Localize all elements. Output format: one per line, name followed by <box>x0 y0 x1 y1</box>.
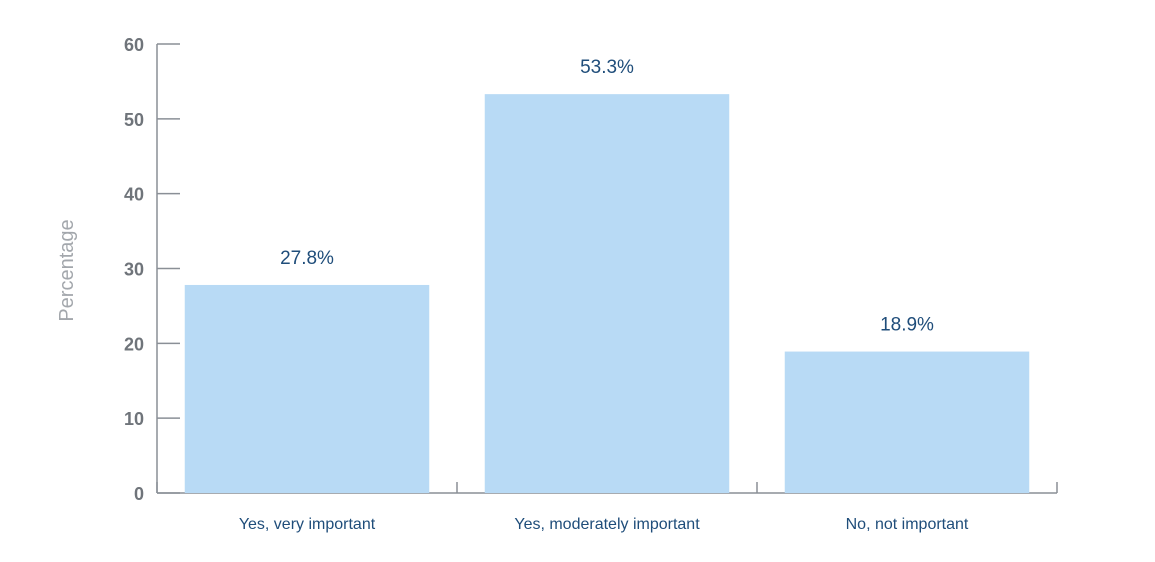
x-category-label: Yes, moderately important <box>514 516 700 533</box>
y-tick-label: 30 <box>124 260 144 280</box>
y-tick-label: 0 <box>134 484 144 504</box>
y-tick-label: 50 <box>124 110 144 130</box>
y-tick-label: 60 <box>124 35 144 55</box>
x-category-label: No, not important <box>846 516 969 533</box>
bar <box>184 284 430 493</box>
y-axis-title: Percentage <box>56 219 78 321</box>
bar-value-label: 27.8% <box>280 248 334 269</box>
bar <box>484 94 730 493</box>
y-tick-label: 10 <box>124 409 144 429</box>
y-tick-label: 20 <box>124 334 144 354</box>
bar-value-label: 18.9% <box>880 315 934 336</box>
x-category-label: Yes, very important <box>239 516 376 533</box>
bars: 27.8% 53.3% 18.9% <box>184 57 1030 493</box>
bar-value-label: 53.3% <box>580 57 634 78</box>
bar <box>784 351 1030 493</box>
y-tick-label: 40 <box>124 185 144 205</box>
y-axis: 0 10 20 30 40 50 60 <box>124 35 180 504</box>
